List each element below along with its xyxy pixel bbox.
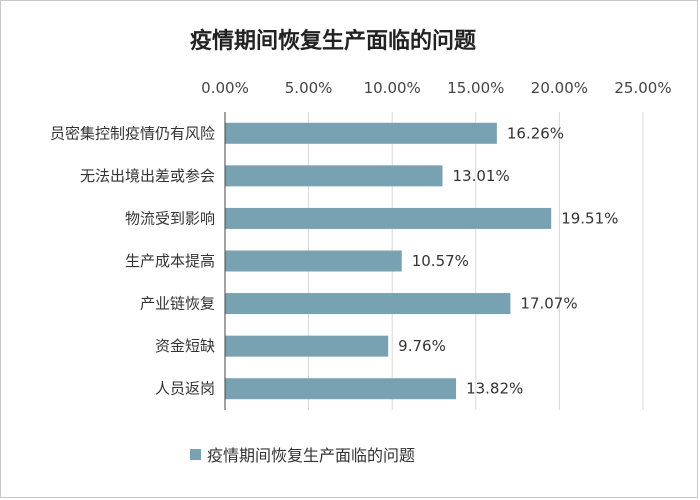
- data-label: 10.57%: [412, 252, 469, 270]
- data-label: 13.01%: [453, 167, 510, 185]
- data-label: 19.51%: [561, 209, 618, 227]
- chart-title: 疫情期间恢复生产面临的问题: [190, 28, 477, 54]
- x-tick-label: 10.00%: [364, 79, 421, 97]
- legend: 疫情期间恢复生产面临的问题: [190, 446, 415, 465]
- x-tick-label: 5.00%: [285, 79, 333, 97]
- data-label: 16.26%: [507, 124, 564, 142]
- x-axis-ticks: 0.00% 5.00% 10.00% 15.00% 20.00% 25.00%: [201, 79, 671, 97]
- category-label: 员密集控制疫情仍有风险: [50, 124, 215, 142]
- data-label: 13.82%: [466, 380, 523, 398]
- bar: [225, 335, 389, 357]
- data-label: 17.07%: [520, 295, 577, 313]
- category-label: 无法出境出差或参会: [80, 167, 215, 185]
- bars: [225, 122, 552, 400]
- x-tick-label: 15.00%: [447, 79, 504, 97]
- category-label: 物流受到影响: [125, 209, 215, 227]
- category-label: 人员返岗: [155, 380, 215, 398]
- legend-swatch: [190, 449, 201, 460]
- bar: [225, 122, 497, 144]
- x-tick-label: 0.00%: [201, 79, 249, 97]
- data-label: 9.76%: [398, 337, 446, 355]
- category-labels: 员密集控制疫情仍有风险无法出境出差或参会物流受到影响生产成本提高产业链恢复资金短…: [50, 124, 215, 397]
- bar: [225, 378, 457, 400]
- bar: [225, 293, 511, 315]
- category-label: 生产成本提高: [125, 252, 215, 270]
- legend-label: 疫情期间恢复生产面临的问题: [207, 446, 415, 465]
- x-tick-label: 20.00%: [531, 79, 588, 97]
- data-labels: 16.26% 13.01% 19.51% 10.57% 17.07% 9.76% 13.82…: [398, 124, 618, 397]
- category-label: 资金短缺: [155, 337, 215, 355]
- bar: [225, 165, 443, 187]
- bar: [225, 250, 402, 272]
- bar: [225, 207, 552, 229]
- category-label: 产业链恢复: [140, 295, 215, 313]
- x-tick-label: 25.00%: [614, 79, 671, 97]
